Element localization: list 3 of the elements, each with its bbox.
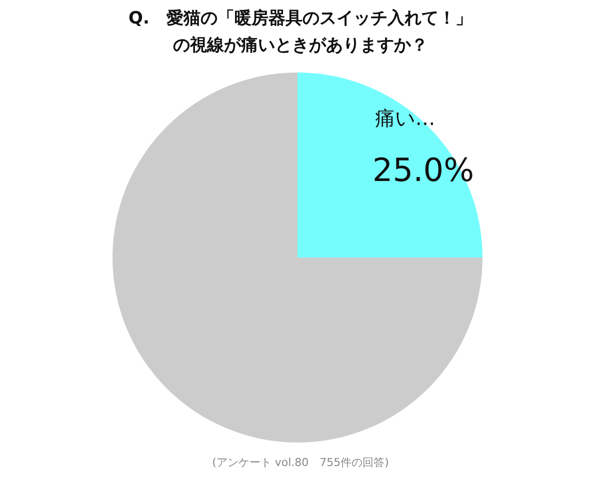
chart-title: Q. 愛猫の「暖房器具のスイッチ入れて！」の視線が痛いときがありますか？ <box>128 8 472 56</box>
text: (アンケート vol.80 755件の回答) <box>212 456 389 469</box>
slice-label: 痛い… <box>375 106 436 130</box>
